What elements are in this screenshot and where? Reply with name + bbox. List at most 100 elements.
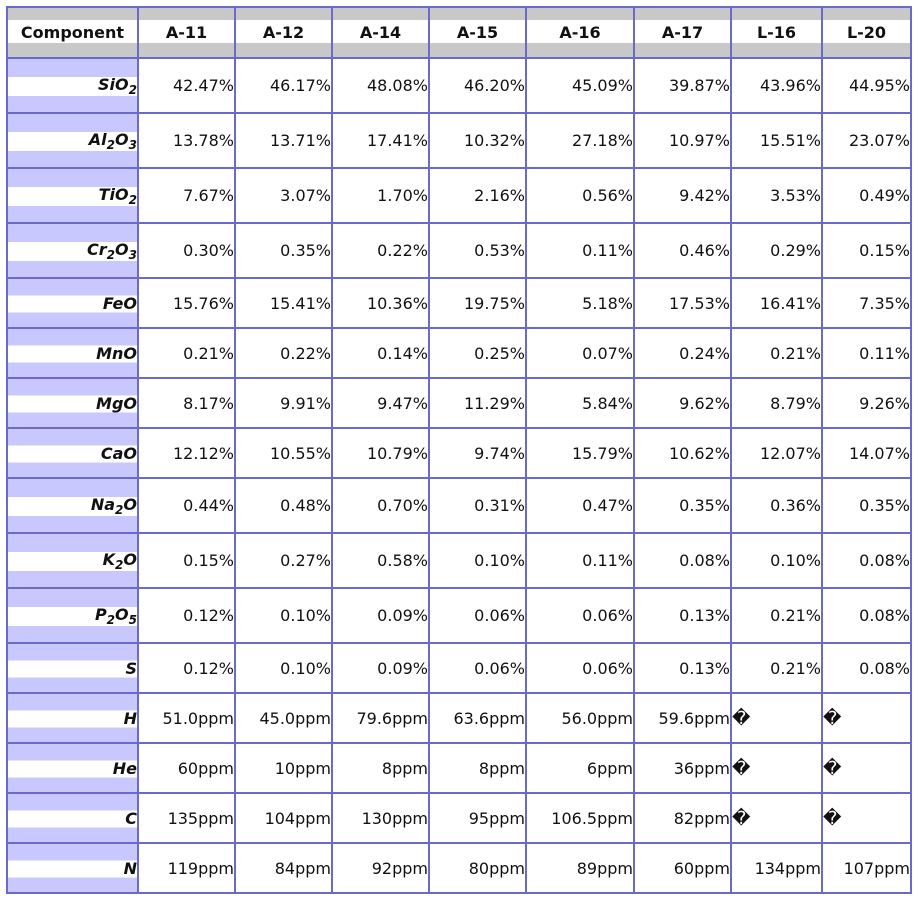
value-cell: 27.18%: [525, 112, 635, 169]
value-cell: 7.67%: [137, 167, 236, 224]
value-cell: 48.08%: [331, 57, 430, 114]
header-sample: A-12: [234, 6, 333, 59]
component-label: P2O5: [6, 587, 139, 644]
value-cell: 0.13%: [633, 587, 732, 644]
value-cell: 0.44%: [137, 477, 236, 534]
component-label: S: [6, 642, 139, 694]
value-cell: 15.51%: [730, 112, 823, 169]
value-cell: 0.49%: [821, 167, 912, 224]
formula-text: H: [123, 708, 137, 728]
value-cell: 45.0ppm: [234, 692, 333, 744]
value-cell: 45.09%: [525, 57, 635, 114]
table-row: SiO2 42.47% 46.17% 48.08% 46.20% 45.09% 39.87%…: [6, 57, 912, 114]
value-cell: 9.42%: [633, 167, 732, 224]
value-cell: 0.09%: [331, 642, 430, 694]
value-cell: 0.08%: [821, 532, 912, 589]
table-row: He 60ppm 10ppm 8ppm 8ppm 6ppm 36ppm � �: [6, 742, 912, 794]
value-cell: 0.21%: [730, 327, 823, 379]
value-cell: 0.06%: [428, 642, 527, 694]
value-cell: 0.36%: [730, 477, 823, 534]
table-row: P2O5 0.12% 0.10% 0.09% 0.06% 0.06% 0.13% 0.21% 0…: [6, 587, 912, 644]
value-cell: 0.53%: [428, 222, 527, 279]
formula-subscript: 2: [115, 557, 124, 572]
value-cell: 23.07%: [821, 112, 912, 169]
value-cell: 13.78%: [137, 112, 236, 169]
missing-value-cell: �: [730, 692, 823, 744]
value-cell: 104ppm: [234, 792, 333, 844]
table-row: FeO 15.76% 15.41% 10.36% 19.75% 5.18% 17.53% 16…: [6, 277, 912, 329]
formula-text: MnO: [96, 343, 137, 363]
value-cell: 36ppm: [633, 742, 732, 794]
formula-text: O: [115, 239, 129, 259]
value-cell: 51.0ppm: [137, 692, 236, 744]
table-row: TiO2 7.67% 3.07% 1.70% 2.16% 0.56% 9.42% 3.53% 0…: [6, 167, 912, 224]
component-label: C: [6, 792, 139, 844]
formula-text: Al: [88, 129, 107, 149]
value-cell: 46.17%: [234, 57, 333, 114]
header-sample: A-15: [428, 6, 527, 59]
value-cell: 0.09%: [331, 587, 430, 644]
component-label: Cr2O3: [6, 222, 139, 279]
value-cell: 0.07%: [525, 327, 635, 379]
table-row: Al2O3 13.78% 13.71% 17.41% 10.32% 27.18% 10.97…: [6, 112, 912, 169]
value-cell: 0.06%: [525, 587, 635, 644]
formula-text: O: [115, 129, 129, 149]
header-sample: A-11: [137, 6, 236, 59]
missing-value-cell: �: [730, 792, 823, 844]
formula-subscript: 2: [128, 82, 137, 97]
value-cell: 0.08%: [821, 642, 912, 694]
value-cell: 0.35%: [821, 477, 912, 534]
value-cell: 0.25%: [428, 327, 527, 379]
value-cell: 13.71%: [234, 112, 333, 169]
table-row: CaO 12.12% 10.55% 10.79% 9.74% 15.79% 10.62% 12…: [6, 427, 912, 479]
value-cell: 1.70%: [331, 167, 430, 224]
formula-subscript: 3: [128, 247, 137, 262]
value-cell: 0.21%: [730, 642, 823, 694]
value-cell: 42.47%: [137, 57, 236, 114]
value-cell: 0.06%: [525, 642, 635, 694]
component-label: N: [6, 842, 139, 894]
value-cell: 0.47%: [525, 477, 635, 534]
component-label: MgO: [6, 377, 139, 429]
formula-text: P: [94, 604, 107, 624]
component-label: Na2O: [6, 477, 139, 534]
table-row: Cr2O3 0.30% 0.35% 0.22% 0.53% 0.11% 0.46% 0.29%…: [6, 222, 912, 279]
value-cell: 80ppm: [428, 842, 527, 894]
missing-value-cell: �: [821, 792, 912, 844]
value-cell: 56.0ppm: [525, 692, 635, 744]
value-cell: 0.12%: [137, 587, 236, 644]
component-label: SiO2: [6, 57, 139, 114]
value-cell: 10.62%: [633, 427, 732, 479]
value-cell: 10ppm: [234, 742, 333, 794]
header-sample: L-20: [821, 6, 912, 59]
value-cell: 0.27%: [234, 532, 333, 589]
table-row: S 0.12% 0.10% 0.09% 0.06% 0.06% 0.13% 0.21% 0.08…: [6, 642, 912, 694]
formula-text: O: [123, 549, 137, 569]
value-cell: 0.06%: [428, 587, 527, 644]
formula-subscript: 3: [128, 137, 137, 152]
value-cell: 0.10%: [234, 587, 333, 644]
component-label: CaO: [6, 427, 139, 479]
value-cell: 95ppm: [428, 792, 527, 844]
value-cell: 119ppm: [137, 842, 236, 894]
value-cell: 10.55%: [234, 427, 333, 479]
value-cell: 0.21%: [730, 587, 823, 644]
formula-text: He: [112, 758, 137, 778]
value-cell: 46.20%: [428, 57, 527, 114]
value-cell: 16.41%: [730, 277, 823, 329]
formula-subscript: 2: [106, 612, 116, 627]
value-cell: 0.10%: [234, 642, 333, 694]
value-cell: 17.53%: [633, 277, 732, 329]
value-cell: 2.16%: [428, 167, 527, 224]
formula-text: O: [123, 494, 137, 514]
value-cell: 14.07%: [821, 427, 912, 479]
value-cell: 0.11%: [525, 532, 635, 589]
header-row: Component A-11 A-12 A-14 A-15 A-16 A-17 …: [6, 6, 912, 59]
value-cell: 0.11%: [821, 327, 912, 379]
value-cell: 84ppm: [234, 842, 333, 894]
value-cell: 0.13%: [633, 642, 732, 694]
value-cell: 0.14%: [331, 327, 430, 379]
header-sample: L-16: [730, 6, 823, 59]
value-cell: 0.24%: [633, 327, 732, 379]
value-cell: 7.35%: [821, 277, 912, 329]
